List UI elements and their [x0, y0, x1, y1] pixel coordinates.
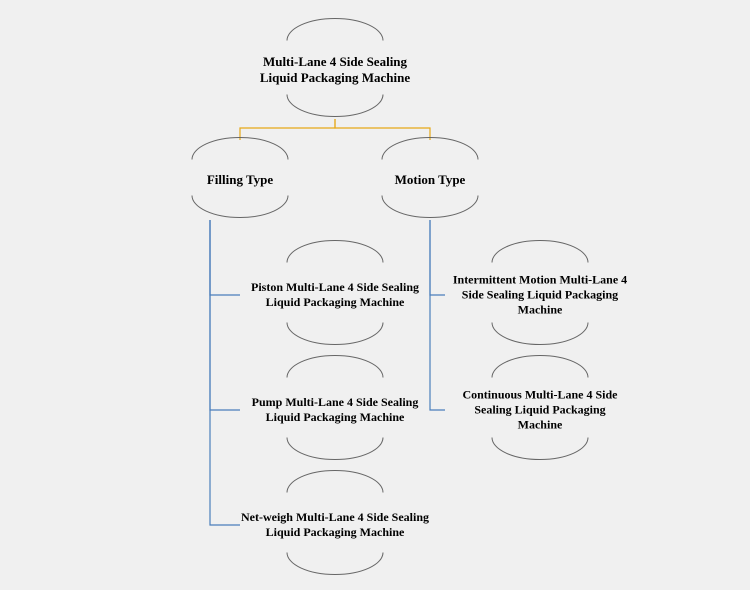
- node-leaf1a-label: Piston Multi-Lane 4 Side Sealing Liquid …: [251, 280, 419, 309]
- node-piston: Piston Multi-Lane 4 Side Sealing Liquid …: [250, 280, 420, 310]
- node-leaf2b-label: Continuous Multi-Lane 4 Side Sealing Liq…: [462, 388, 617, 432]
- node-root-label: Multi-Lane 4 Side Sealing Liquid Packagi…: [260, 54, 410, 85]
- node-net-weigh: Net-weigh Multi-Lane 4 Side Sealing Liqu…: [240, 510, 430, 540]
- node-leaf2a-label: Intermittent Motion Multi-Lane 4 Side Se…: [453, 273, 627, 317]
- node-leaf1c-label: Net-weigh Multi-Lane 4 Side Sealing Liqu…: [241, 510, 429, 539]
- node-filling-type: Filling Type: [180, 172, 300, 188]
- node-leaf1b-label: Pump Multi-Lane 4 Side Sealing Liquid Pa…: [252, 395, 419, 424]
- node-pump: Pump Multi-Lane 4 Side Sealing Liquid Pa…: [250, 395, 420, 425]
- node-root: Multi-Lane 4 Side Sealing Liquid Packagi…: [245, 54, 425, 87]
- node-cat1-label: Filling Type: [207, 172, 273, 187]
- node-motion-type: Motion Type: [370, 172, 490, 188]
- node-intermittent: Intermittent Motion Multi-Lane 4 Side Se…: [450, 273, 630, 318]
- node-continuous: Continuous Multi-Lane 4 Side Sealing Liq…: [455, 388, 625, 433]
- node-cat2-label: Motion Type: [395, 172, 466, 187]
